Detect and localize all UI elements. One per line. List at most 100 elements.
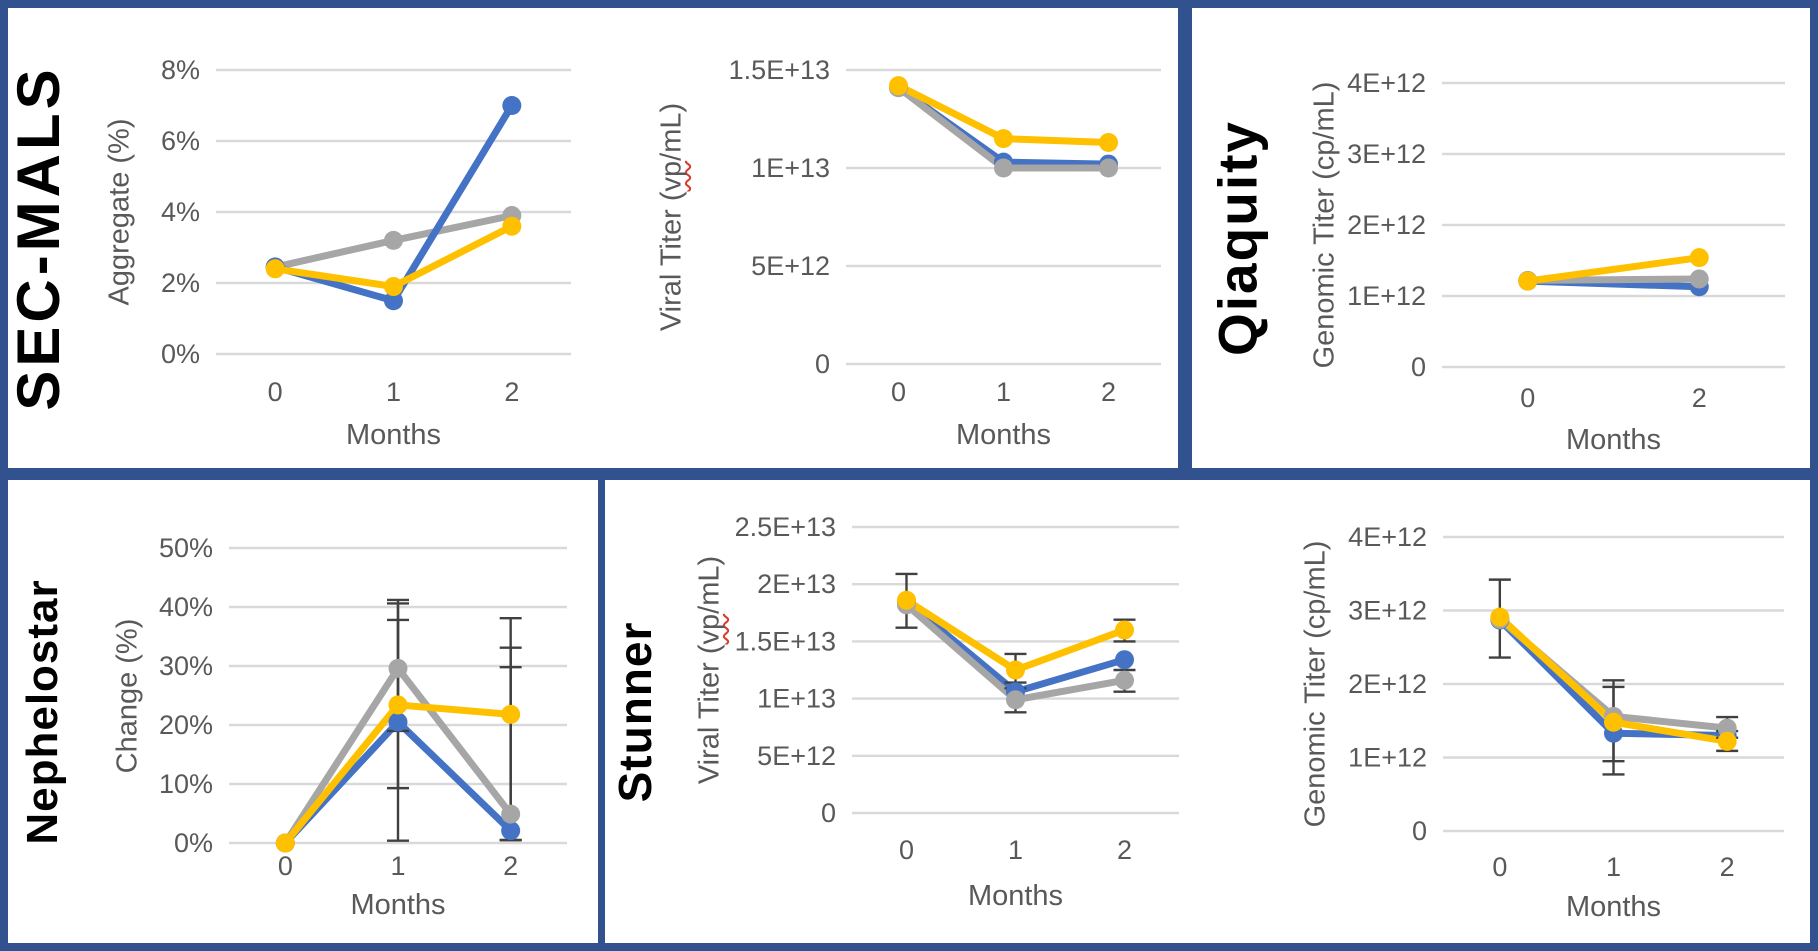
y-axis-tick-label: 1.5E+13 <box>735 626 836 656</box>
y-axis-title: Viral Titer (vp/mL) <box>693 555 726 785</box>
data-point-yellow <box>1115 620 1134 640</box>
x-axis-tick-label: 0 <box>1492 852 1507 882</box>
y-axis-tick-label: 2.5E+13 <box>735 512 836 542</box>
x-axis-tick-label: 2 <box>1692 383 1707 413</box>
y-axis-tick-label: 0 <box>815 349 830 379</box>
data-point-blue <box>502 96 522 115</box>
x-axis-title: Months <box>1566 891 1661 923</box>
x-axis-title: Months <box>968 880 1063 912</box>
chart-canvas-nephelostar-change: 50% 40% 30% 20% 10% 0% 0 1 2 Months <box>159 533 567 921</box>
data-point-gray <box>388 658 408 678</box>
chart-canvas-secmals-aggregate: 8% 6% 4% 2% 0% 0 1 2 Months <box>161 55 571 451</box>
data-point-yellow <box>265 259 285 279</box>
data-point-yellow <box>1518 271 1538 291</box>
x-axis-title: Months <box>346 419 441 451</box>
data-point-gray <box>1099 158 1118 178</box>
data-point-yellow <box>994 129 1013 149</box>
data-point-yellow <box>1490 607 1510 627</box>
chart-stunner-genomic-titer: 4E+12 3E+12 2E+12 1E+12 0 0 1 2 Months Genomic Ti… <box>1235 480 1810 943</box>
y-axis-title: Genomic Titer (cp/mL) <box>1308 81 1341 369</box>
x-axis-tick-label: 2 <box>1720 852 1735 882</box>
series-line-yellow <box>1524 254 1703 285</box>
panel-title-column: SEC-MALS <box>5 8 72 468</box>
x-axis-tick-label: 2 <box>504 377 519 407</box>
y-axis-tick-label: 5E+12 <box>757 741 836 771</box>
x-axis-tick-label: 2 <box>1101 377 1116 407</box>
chart-canvas-secmals-viral-titer: 1.5E+13 1E+13 5E+12 0 0 1 2 Months <box>729 55 1161 451</box>
chart-secmals-viral-titer: 1.5E+13 1E+13 5E+12 0 0 1 2 Months Viral Titer (… <box>615 8 1178 468</box>
x-axis-tick-label: 1 <box>1606 852 1621 882</box>
panel-title-column: Stunner <box>605 480 665 943</box>
x-axis-tick-label: 1 <box>996 377 1011 407</box>
data-point-yellow <box>897 590 916 610</box>
panel-qiaquity: Qiaquity 4E+12 3E+12 2E+12 1E+12 0 0 2 Months Ge… <box>1192 8 1810 468</box>
data-point-yellow <box>1717 731 1737 751</box>
panel-title-sec-mals: SEC-MALS <box>5 65 72 411</box>
y-axis-title: Aggregate (%) <box>103 118 136 306</box>
chart-canvas-stunner-genomic-titer: 4E+12 3E+12 2E+12 1E+12 0 0 1 2 Months <box>1348 522 1784 923</box>
data-point-gray <box>501 804 521 824</box>
data-point-blue <box>1115 650 1134 670</box>
x-axis-tick-label: 0 <box>278 851 293 881</box>
chart-canvas-stunner-viral-titer: 2.5E+13 2E+13 1.5E+13 1E+13 5E+12 0 0 1 2 Months <box>735 512 1179 912</box>
panel-title-column: Nephelostar <box>8 480 78 943</box>
data-point-blue <box>501 821 521 841</box>
y-axis-tick-label: 10% <box>159 769 213 799</box>
data-point-yellow <box>502 216 522 236</box>
data-point-yellow <box>275 833 295 853</box>
data-point-blue <box>384 291 403 311</box>
data-point-yellow <box>388 695 408 715</box>
data-point-gray <box>1006 690 1025 710</box>
data-point-gray <box>384 230 403 250</box>
y-axis-tick-label: 1E+13 <box>757 684 836 714</box>
chart-secmals-aggregate: 8% 6% 4% 2% 0% 0 1 2 Months Aggregate (%) <box>70 8 615 468</box>
y-axis-tick-label: 4% <box>161 197 200 227</box>
y-axis-tick-label: 0% <box>174 828 213 858</box>
data-point-yellow <box>1006 660 1025 680</box>
panel-title-column: Qiaquity <box>1192 8 1284 468</box>
panel-title-stunner: Stunner <box>609 621 661 802</box>
y-axis-tick-label: 0 <box>1412 816 1427 846</box>
y-axis-tick-label: 40% <box>159 592 213 622</box>
y-axis-tick-label: 4E+12 <box>1348 522 1427 552</box>
y-axis-tick-label: 0 <box>1411 352 1426 382</box>
y-axis-title: Genomic Titer (cp/mL) <box>1299 540 1332 828</box>
panel-title-nephelostar: Nephelostar <box>18 578 67 845</box>
data-point-yellow <box>889 76 908 96</box>
chart-nephelostar-change: 50% 40% 30% 20% 10% 0% 0 1 2 Months Change (%) <box>78 480 598 943</box>
data-point-yellow <box>1604 712 1623 732</box>
x-axis-tick-label: 0 <box>891 377 906 407</box>
y-axis-tick-label: 30% <box>159 651 213 681</box>
chart-canvas-qiaquity-genomic-titer: 4E+12 3E+12 2E+12 1E+12 0 0 2 Months <box>1347 68 1785 456</box>
x-axis-title: Months <box>350 889 445 921</box>
panel-title-qiaquity: Qiaquity <box>1206 119 1269 357</box>
data-point-yellow <box>501 704 521 724</box>
y-axis-tick-label: 3E+12 <box>1347 139 1426 169</box>
misspelled-word-underline: vp <box>655 160 688 192</box>
data-point-gray <box>1717 718 1737 738</box>
y-axis-tick-label: 2E+12 <box>1348 669 1427 699</box>
x-axis-tick-label: 1 <box>386 377 401 407</box>
misspelled-word-underline: vp <box>693 613 726 645</box>
data-point-yellow <box>1099 133 1118 153</box>
y-axis-tick-label: 1E+12 <box>1347 281 1426 311</box>
x-axis-tick-label: 0 <box>268 377 283 407</box>
y-axis-title: Viral Titer (vp/mL) <box>655 102 688 332</box>
data-point-gray <box>1689 269 1709 289</box>
y-axis-tick-label: 20% <box>159 710 213 740</box>
y-axis-tick-label: 0 <box>821 798 836 828</box>
y-axis-tick-label: 50% <box>159 533 213 563</box>
x-axis-title: Months <box>1566 424 1661 456</box>
panel-stunner: Stunner 2.5E+13 2E+13 1.5E+13 1E+13 5E+12 0 0 1… <box>605 480 1810 943</box>
x-axis-tick-label: 0 <box>899 835 914 865</box>
y-axis-tick-label: 4E+12 <box>1347 68 1426 98</box>
x-axis-tick-label: 1 <box>1008 835 1023 865</box>
y-axis-tick-label: 2E+13 <box>757 569 836 599</box>
x-axis-tick-label: 2 <box>1117 835 1132 865</box>
y-axis-tick-label: 1E+12 <box>1348 743 1427 773</box>
data-point-yellow <box>1689 248 1709 268</box>
y-axis-tick-label: 1E+13 <box>751 153 830 183</box>
y-axis-tick-label: 2E+12 <box>1347 210 1426 240</box>
x-axis-title: Months <box>956 419 1051 451</box>
